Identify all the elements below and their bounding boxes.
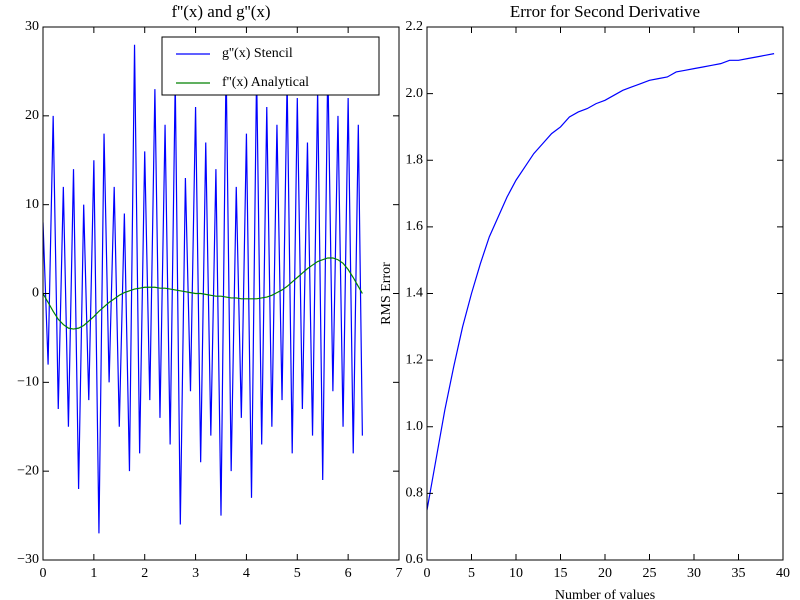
series-line bbox=[43, 257, 363, 330]
y-tick-label: −30 bbox=[17, 552, 39, 567]
x-tick-label: 7 bbox=[396, 566, 403, 581]
axes-frame bbox=[426, 26, 784, 561]
y-tick-label: 30 bbox=[25, 19, 39, 34]
y-tick-label: 1.6 bbox=[406, 219, 424, 234]
y-tick-label: 0.6 bbox=[406, 552, 424, 567]
chart-title: Error for Second Derivative bbox=[510, 2, 700, 21]
y-axis-label: RMS Error bbox=[379, 262, 394, 325]
legend-box bbox=[161, 36, 380, 96]
y-tick-label: 1.4 bbox=[406, 286, 424, 301]
y-tick-label: −10 bbox=[17, 375, 39, 390]
x-tick-label: 2 bbox=[141, 566, 148, 581]
x-tick-label: 10 bbox=[509, 566, 523, 581]
x-tick-label: 35 bbox=[732, 566, 746, 581]
y-tick-label: −20 bbox=[17, 463, 39, 478]
y-tick-label: 1.8 bbox=[406, 152, 424, 167]
x-tick-label: 40 bbox=[776, 566, 790, 581]
y-tick-label: 10 bbox=[25, 197, 39, 212]
x-tick-label: 5 bbox=[294, 566, 301, 581]
x-tick-label: 5 bbox=[468, 566, 475, 581]
y-tick-label: 1.0 bbox=[406, 419, 424, 434]
y-tick-label: 20 bbox=[25, 108, 39, 123]
y-tick-label: 0.8 bbox=[406, 486, 424, 501]
x-tick-label: 0 bbox=[40, 566, 47, 581]
legend-label: f''(x) Analytical bbox=[222, 75, 309, 90]
x-tick-label: 25 bbox=[643, 566, 657, 581]
x-axis-label: Number of values bbox=[555, 588, 655, 600]
x-tick-label: 4 bbox=[243, 566, 250, 581]
x-tick-label: 3 bbox=[192, 566, 199, 581]
y-tick-label: 0 bbox=[32, 286, 39, 301]
y-tick-label: 2.2 bbox=[406, 19, 424, 34]
series-line bbox=[43, 44, 363, 534]
y-tick-label: 1.2 bbox=[406, 352, 424, 367]
x-tick-label: 20 bbox=[598, 566, 612, 581]
x-tick-label: 0 bbox=[424, 566, 431, 581]
chart-title: f''(x) and g''(x) bbox=[171, 2, 270, 21]
x-tick-label: 6 bbox=[345, 566, 352, 581]
legend-label: g''(x) Stencil bbox=[222, 46, 293, 61]
x-tick-label: 30 bbox=[687, 566, 701, 581]
series-line bbox=[427, 53, 775, 511]
y-tick-label: 2.0 bbox=[406, 86, 424, 101]
x-tick-label: 1 bbox=[90, 566, 97, 581]
x-tick-label: 15 bbox=[554, 566, 568, 581]
